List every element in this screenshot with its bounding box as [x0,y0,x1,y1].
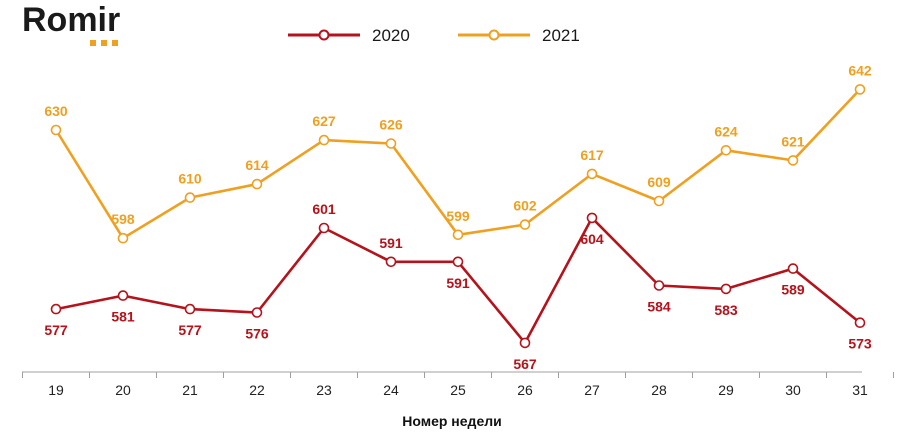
data-point [117,290,129,301]
data-label: 630 [44,103,68,119]
data-point [519,219,531,230]
data-label: 602 [513,198,537,214]
data-label: 577 [44,322,68,338]
series-2021: 630 598 610 614 627 626 599 602 617 609 624 621 642 [44,62,872,244]
data-label: 573 [848,336,872,352]
x-tick-label: 20 [115,382,131,398]
logo-text: Romir [22,1,120,39]
data-point [519,337,531,349]
data-point [50,124,62,136]
x-tick-label: 23 [316,382,332,398]
data-label: 624 [714,123,738,139]
x-tick-label: 22 [249,382,265,398]
x-axis: 19 20 21 22 23 24 25 26 27 28 29 30 31 [22,371,894,398]
data-point [318,134,330,146]
legend-label-2021: 2021 [542,26,580,45]
data-point [787,155,799,166]
logo-dot [90,40,96,46]
data-point [854,84,866,95]
romir-logo: Romir [22,1,120,46]
data-label: 598 [111,211,135,227]
legend-item-2021: 2021 [458,26,580,45]
data-label: 627 [312,113,336,129]
x-axis-title: Номер недели [402,413,501,429]
data-label: 583 [714,302,738,318]
data-point [586,168,598,180]
data-label: 642 [848,62,872,78]
data-label: 567 [513,356,537,372]
data-point [385,256,397,268]
data-point [50,303,62,315]
data-point [720,145,732,156]
data-label: 576 [245,326,269,342]
data-label: 589 [781,282,805,298]
data-point [653,280,665,291]
data-label: 614 [245,157,269,173]
legend-marker-2021 [488,29,500,41]
data-point [184,303,196,315]
x-tick-label: 29 [718,382,734,398]
data-point [653,195,665,207]
legend: 2020 2021 [288,26,580,45]
legend-marker-2020 [318,29,330,41]
data-point [117,232,129,244]
legend-label-2020: 2020 [372,26,410,45]
plot-area: 577 581 577 576 601 591 591 567 604 584 583 589 573 6… [44,62,872,372]
series-2020: 577 581 577 576 601 591 591 567 604 584 583 589 573 [44,201,872,372]
data-label: 609 [647,174,671,190]
x-tick-label: 24 [383,382,399,398]
legend-item-2020: 2020 [288,26,410,45]
x-tick-label: 21 [182,382,198,398]
data-point [385,138,397,149]
data-label: 581 [111,309,135,325]
data-label: 601 [312,201,336,217]
data-point [787,263,799,274]
data-label: 610 [178,171,202,187]
data-point [184,192,196,203]
data-point [318,222,330,234]
data-point [251,178,263,190]
data-point [586,212,598,224]
data-point [452,256,464,268]
data-point [720,283,732,295]
data-label: 621 [781,133,805,149]
x-tick-label: 25 [450,382,466,398]
data-label: 577 [178,322,202,338]
data-point [854,317,866,329]
data-point [452,229,464,241]
data-label: 591 [379,235,403,251]
data-point [251,307,263,318]
x-tick-label: 19 [48,382,64,398]
data-label: 617 [580,147,604,163]
x-tick-label: 30 [785,382,801,398]
data-label: 599 [446,208,470,224]
data-label: 591 [446,275,470,291]
logo-dot [112,40,118,46]
data-label: 626 [379,117,403,133]
x-tick-label: 31 [852,382,868,398]
x-tick-label: 26 [517,382,533,398]
x-tick-label: 27 [584,382,600,398]
data-label: 604 [580,231,604,247]
x-tick-label: 28 [651,382,667,398]
logo-dot [101,40,107,46]
data-label: 584 [647,299,671,315]
